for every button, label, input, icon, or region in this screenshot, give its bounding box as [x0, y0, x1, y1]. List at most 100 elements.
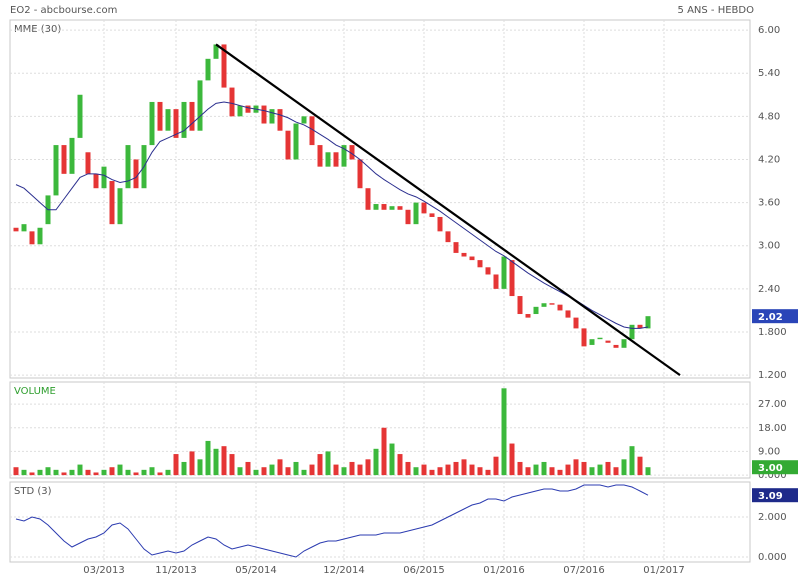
candle: [117, 188, 123, 225]
volume-bar: [381, 427, 387, 476]
candle: [237, 105, 243, 117]
candle: [133, 159, 139, 189]
candle: [397, 206, 403, 210]
candle: [189, 101, 195, 131]
candle: [629, 324, 635, 340]
volume-bar: [637, 456, 643, 476]
y-tick-label: 1.200: [758, 370, 787, 381]
volume-bar: [581, 461, 587, 476]
panel-label: VOLUME: [14, 386, 56, 397]
volume-bar: [501, 388, 507, 476]
candle: [69, 137, 75, 174]
volume-bar: [173, 454, 179, 476]
candle: [461, 252, 467, 257]
candle: [197, 80, 203, 131]
value-marker-label: 3.09: [758, 491, 783, 502]
mme-line: [15, 101, 649, 329]
volume-bar: [645, 467, 651, 476]
y-tick-label: 5.40: [758, 68, 780, 79]
volume-bar: [69, 469, 75, 476]
candle: [205, 58, 211, 81]
candle: [165, 109, 171, 131]
y-tick-label: 6.00: [758, 25, 780, 36]
candle: [221, 44, 227, 88]
x-tick-label: 01/2016: [483, 565, 525, 576]
volume-bar: [421, 464, 427, 476]
candle: [389, 206, 395, 210]
volume-bar: [317, 454, 323, 476]
volume-bar: [445, 464, 451, 476]
volume-bar: [469, 464, 475, 476]
value-marker: [752, 460, 798, 475]
candle: [469, 256, 475, 261]
y-tick-label: 0.000: [758, 552, 787, 563]
candle: [77, 94, 83, 138]
volume-bar: [485, 469, 491, 476]
y-tick-label: 2.40: [758, 284, 780, 295]
volume-bar: [549, 467, 555, 476]
candle: [581, 328, 587, 347]
candle: [181, 101, 187, 138]
volume-bar: [613, 467, 619, 476]
candle: [453, 242, 459, 253]
candle: [421, 202, 427, 214]
x-tick-label: 11/2013: [155, 565, 197, 576]
candle: [341, 145, 347, 167]
volume-bar: [437, 467, 443, 476]
volume-bar: [333, 464, 339, 476]
volume-bar: [541, 461, 547, 476]
candle: [125, 145, 131, 189]
candle: [93, 173, 99, 189]
volume-bar: [221, 446, 227, 476]
candle: [349, 145, 355, 160]
volume-bar: [93, 472, 99, 476]
candle: [325, 152, 331, 167]
candle: [333, 152, 339, 167]
volume-bar: [397, 454, 403, 476]
volume-bar: [517, 461, 523, 476]
volume-bar: [589, 467, 595, 476]
volume-bar: [125, 469, 131, 476]
candle: [157, 101, 163, 131]
candle: [437, 216, 443, 232]
trend-line: [215, 43, 681, 377]
volume-bar: [525, 467, 531, 476]
candle: [613, 344, 619, 348]
candle: [109, 181, 115, 225]
candle: [517, 296, 523, 315]
volume-bar: [293, 461, 299, 476]
volume-bar: [261, 467, 267, 476]
volume-bar: [245, 461, 251, 476]
candle: [405, 209, 411, 225]
volume-bar: [349, 461, 355, 476]
volume-bar: [557, 469, 563, 476]
volume-bar: [229, 454, 235, 476]
volume-bar: [157, 472, 163, 476]
volume-bar: [597, 464, 603, 476]
candle: [573, 317, 579, 329]
volume-bar: [37, 469, 43, 476]
candle: [173, 109, 179, 138]
candle: [149, 101, 155, 146]
volume-bar: [21, 469, 27, 476]
candle: [485, 267, 491, 275]
x-tick-label: 05/2014: [235, 565, 277, 576]
volume-bar: [269, 464, 275, 476]
volume-bar: [205, 440, 211, 476]
x-tick-label: 07/2016: [563, 565, 605, 576]
volume-bar: [325, 451, 331, 476]
volume-bar: [365, 459, 371, 476]
candle: [533, 306, 539, 315]
y-tick-label: 18.00: [758, 423, 787, 434]
candle: [293, 123, 299, 160]
volume-bar: [413, 467, 419, 476]
candle: [269, 109, 275, 124]
x-tick-label: 12/2014: [323, 565, 365, 576]
candle: [557, 304, 563, 311]
volume-bar: [101, 469, 107, 476]
candle: [621, 339, 627, 348]
candle: [501, 256, 507, 289]
candle: [21, 224, 27, 232]
volume-bar: [629, 446, 635, 476]
